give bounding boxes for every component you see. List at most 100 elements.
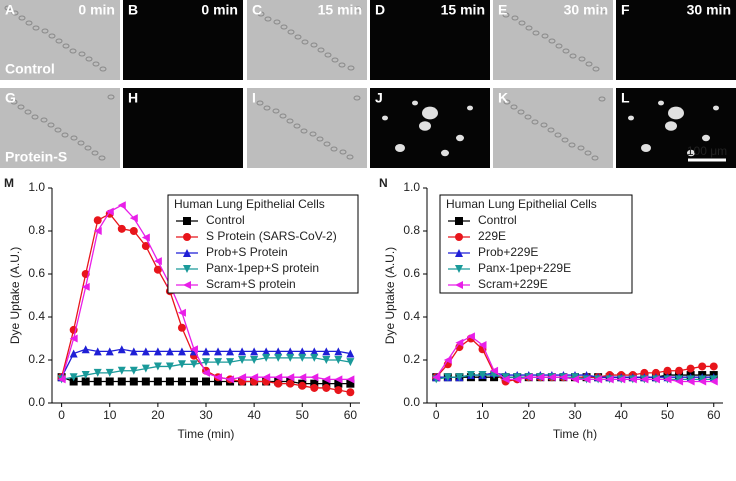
y-tick-label: 0.2 (403, 352, 420, 366)
legend-label: Panx-1pep+229E (478, 261, 571, 275)
cell (598, 96, 606, 102)
data-point (298, 347, 307, 356)
data-point (286, 347, 295, 356)
legend-box (167, 194, 359, 294)
data-point (189, 377, 198, 386)
cell (562, 48, 570, 54)
data-point (69, 349, 78, 358)
data-point (105, 207, 114, 216)
data-point (93, 368, 102, 377)
y-tick-label: 0.6 (403, 266, 420, 280)
cell (518, 20, 526, 26)
x-tick-label: 0 (433, 408, 440, 422)
data-point (165, 362, 174, 371)
cell (92, 61, 100, 67)
data-point (298, 381, 307, 390)
cell (317, 47, 325, 53)
legend-box (439, 194, 633, 294)
data-point (189, 360, 198, 369)
fluorescent-cell (641, 144, 651, 152)
data-point (628, 375, 637, 384)
fluorescent-cell (467, 105, 473, 111)
data-point (165, 347, 174, 356)
legend-label: Scram+S protein (206, 277, 296, 291)
legend-marker (455, 265, 463, 273)
cell (591, 155, 599, 161)
fluorescent-cell (658, 100, 664, 106)
fluorescent-cell (419, 121, 431, 131)
y-tick-label: 1.0 (28, 180, 45, 194)
x-axis-label: Time (min) (178, 427, 235, 441)
data-point (165, 377, 174, 386)
data-point (466, 332, 475, 341)
cell (272, 108, 280, 114)
data-point (478, 371, 487, 380)
cell (31, 114, 39, 120)
cell (40, 117, 48, 123)
cell (354, 6, 362, 12)
data-point (69, 334, 78, 343)
cell (18, 15, 26, 21)
micrograph (370, 0, 490, 80)
cell (592, 66, 600, 72)
panel-letter: H (128, 90, 138, 106)
data-point (334, 347, 343, 356)
scale-bar-label: 100 μm (687, 144, 727, 158)
data-point (153, 265, 162, 274)
cell (24, 109, 32, 115)
data-point (663, 375, 672, 384)
fluorescent-cell (687, 149, 695, 157)
row-label: Protein-S (5, 149, 67, 165)
cell (294, 34, 302, 40)
cell (286, 118, 294, 124)
data-point (141, 242, 150, 251)
data-point (202, 368, 210, 377)
cell (554, 132, 562, 138)
data-point (663, 366, 672, 375)
data-point (310, 383, 319, 392)
data-point (709, 377, 718, 386)
cell (287, 29, 295, 35)
cell (338, 62, 346, 68)
data-point (129, 227, 138, 235)
y-tick-label: 0.8 (28, 223, 45, 237)
data-point (322, 383, 331, 392)
data-point (640, 368, 649, 377)
data-point (214, 373, 223, 382)
fluorescent-cell (395, 144, 405, 152)
data-point (141, 347, 150, 356)
cell (25, 20, 33, 26)
cell (257, 11, 265, 17)
cell (503, 99, 511, 105)
panel-letter: N (379, 176, 388, 190)
y-tick-label: 0.0 (403, 395, 420, 409)
cell (511, 15, 519, 21)
data-point (81, 371, 90, 380)
data-point (346, 349, 355, 358)
data-point (651, 375, 660, 384)
panel-letter: J (375, 90, 383, 106)
data-point (686, 375, 695, 384)
panel-time: 30 min (564, 2, 608, 18)
data-point (334, 375, 343, 384)
data-point (582, 375, 591, 384)
legend-label: Control (206, 213, 245, 227)
panel-letter: I (252, 90, 256, 106)
fluorescent-cell (412, 100, 418, 106)
x-tick-label: 50 (296, 408, 310, 422)
data-point (286, 373, 295, 382)
cell (584, 150, 592, 156)
cell (70, 135, 78, 141)
panel-letter: D (375, 2, 385, 18)
cell (55, 38, 63, 44)
data-point (105, 368, 114, 377)
data-point (490, 366, 499, 375)
data-point (202, 377, 210, 386)
data-point (322, 347, 331, 356)
data-point (501, 373, 510, 382)
x-tick-label: 0 (58, 408, 65, 422)
cell (510, 104, 518, 110)
y-tick-label: 1.0 (403, 180, 420, 194)
legend-title: Human Lung Epithelial Cells (174, 197, 325, 211)
data-point (310, 373, 319, 382)
